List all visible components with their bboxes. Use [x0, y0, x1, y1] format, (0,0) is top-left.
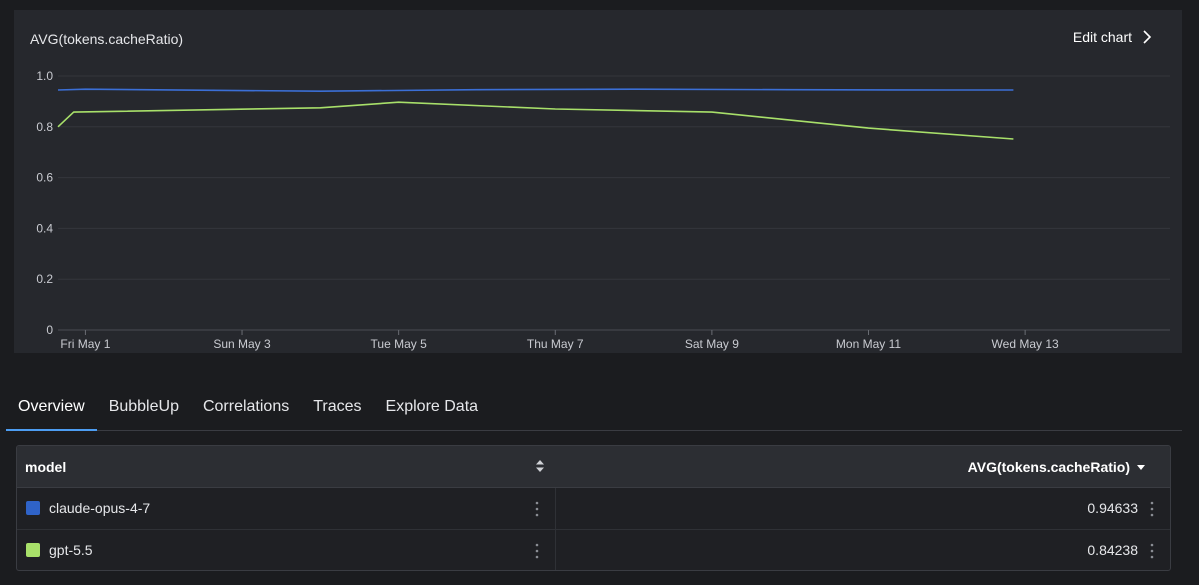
x-tick-label: Mon May 11: [836, 337, 901, 351]
column-header-avg[interactable]: AVG(tokens.cacheRatio): [968, 459, 1146, 475]
chevron-right-icon: [1143, 30, 1152, 44]
series-color-swatch: [26, 543, 40, 557]
line-chart: 0 0.2 0.4 0.6 0.8 1.0 Fri May 1 Sun May 3 Tue M…: [36, 69, 1170, 351]
column-divider: [555, 488, 556, 529]
y-tick-label: 0.8: [36, 120, 53, 134]
x-tick-label: Tue May 5: [371, 337, 428, 351]
edit-chart-button[interactable]: Edit chart: [1073, 29, 1152, 45]
series-line-claude-opus-4-7[interactable]: [57, 88, 1014, 92]
model-name: claude-opus-4-7: [49, 500, 151, 516]
avg-value: 0.94633: [1087, 500, 1138, 516]
model-name: gpt-5.5: [49, 542, 93, 558]
column-header-model[interactable]: model: [25, 459, 67, 475]
y-tick-label: 0: [46, 323, 53, 337]
y-tick-label: 0.6: [36, 171, 53, 185]
chart-title: AVG(tokens.cacheRatio): [30, 31, 184, 47]
tab-overview[interactable]: Overview: [6, 386, 97, 431]
y-tick-label: 1.0: [36, 69, 53, 83]
table-row[interactable]: gpt-5.5 0.84238: [17, 530, 1170, 570]
table-row[interactable]: claude-opus-4-7 0.94633: [17, 488, 1170, 530]
series-color-swatch: [26, 501, 40, 515]
more-options-icon[interactable]: [533, 542, 541, 560]
y-tick-label: 0.2: [36, 272, 53, 286]
more-options-icon[interactable]: [533, 500, 541, 518]
avg-value: 0.84238: [1087, 542, 1138, 558]
more-options-icon[interactable]: [1148, 500, 1156, 518]
table-header: model AVG(tokens.cacheRatio): [17, 446, 1170, 488]
tab-explore-data[interactable]: Explore Data: [385, 398, 479, 415]
edit-chart-label: Edit chart: [1072, 29, 1132, 45]
column-divider: [555, 530, 556, 570]
series-line-gpt-5.5[interactable]: [57, 101, 1014, 140]
x-axis-ticks: Fri May 1 Sun May 3 Tue May 5 Thu May 7 Sat …: [60, 330, 1059, 351]
tab-correlations[interactable]: Correlations: [202, 398, 290, 415]
x-tick-label: Sun May 3: [213, 337, 271, 351]
tab-traces[interactable]: Traces: [313, 398, 362, 415]
series-lines: [57, 88, 1014, 140]
results-table: model AVG(tokens.cacheRatio) claude-opus…: [16, 445, 1171, 571]
y-axis-ticks: 0 0.2 0.4 0.6 0.8 1.0: [36, 69, 53, 337]
chart-panel: 0 0.2 0.4 0.6 0.8 1.0 Fri May 1 Sun May 3 Tue M…: [14, 10, 1182, 353]
x-tick-label: Sat May 9: [685, 337, 739, 351]
more-options-icon[interactable]: [1148, 542, 1156, 560]
x-tick-label: Thu May 7: [527, 337, 584, 351]
column-header-avg-label: AVG(tokens.cacheRatio): [967, 459, 1130, 475]
caret-down-icon: [1137, 465, 1145, 470]
x-tick-label: Fri May 1: [60, 337, 110, 351]
tab-bar: Overview BubbleUp Correlations Traces Ex…: [6, 386, 1182, 431]
y-tick-label: 0.4: [36, 221, 53, 235]
tab-bubbleup[interactable]: BubbleUp: [108, 398, 179, 415]
x-tick-label: Wed May 13: [992, 337, 1059, 351]
sort-icon[interactable]: [535, 459, 545, 473]
grid-lines: [58, 75, 1170, 331]
